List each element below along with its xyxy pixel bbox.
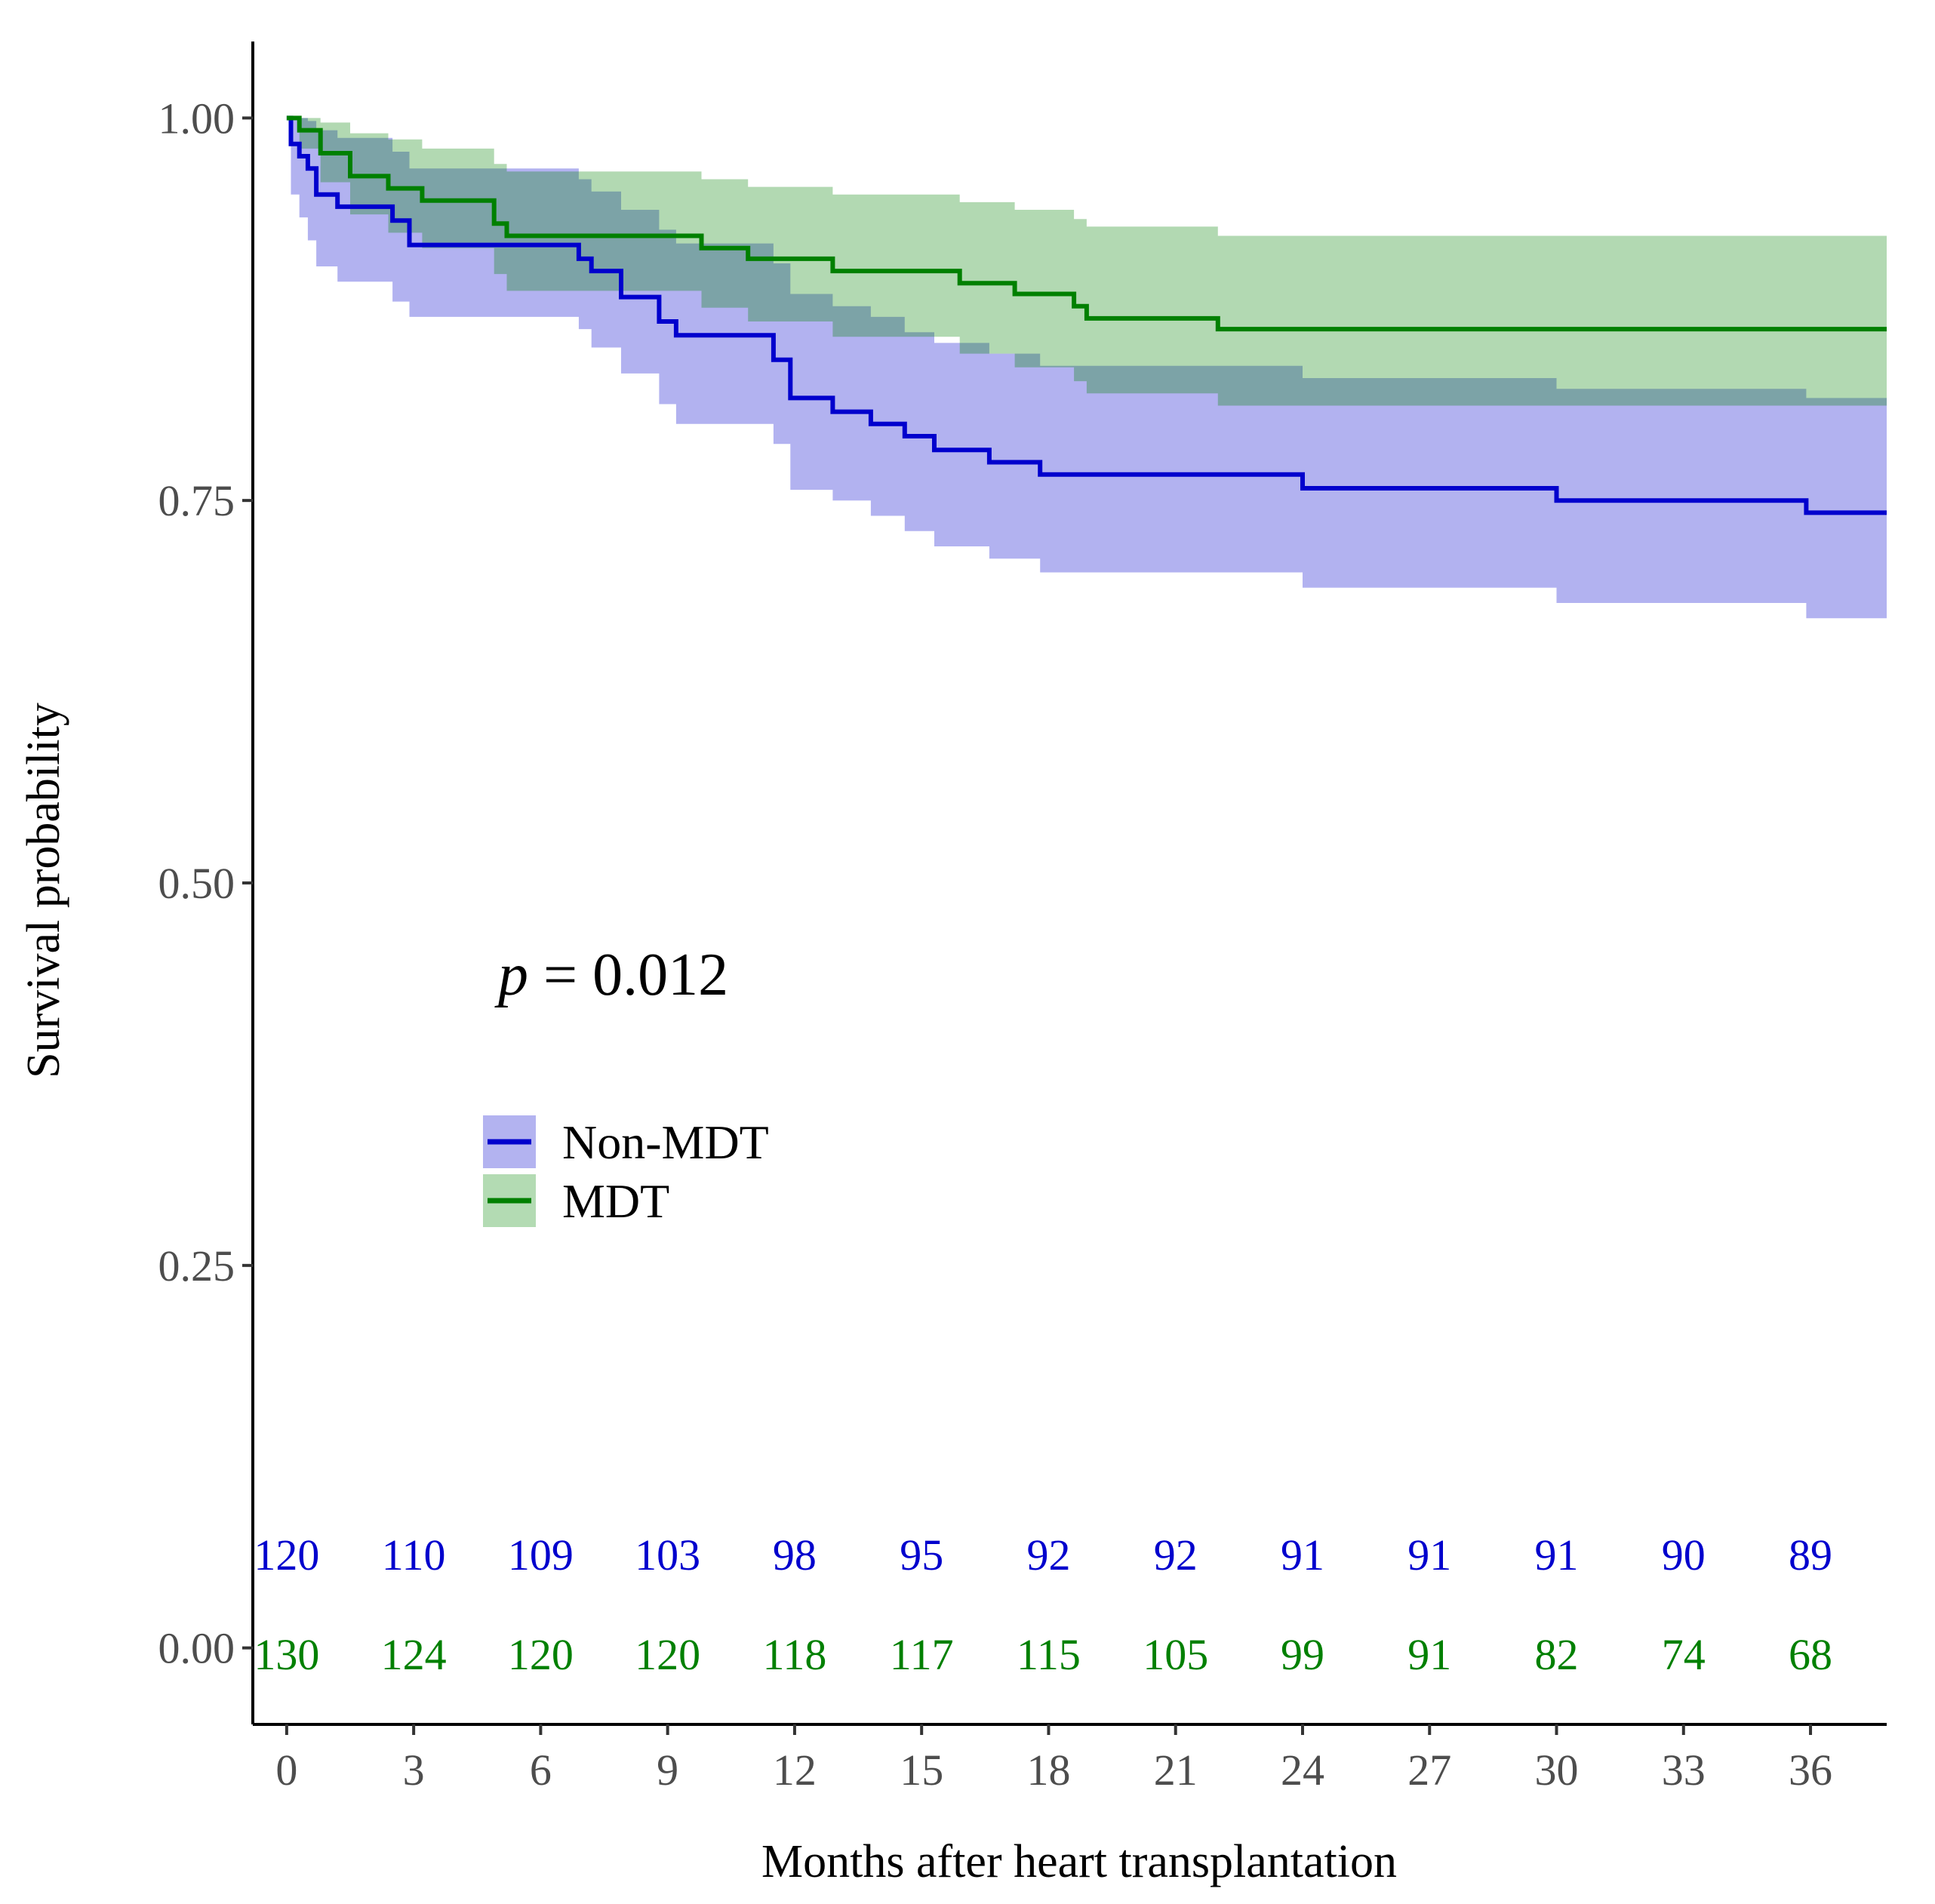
x-tick-label: 12 bbox=[773, 1746, 817, 1795]
risk-count-non-mdt: 110 bbox=[382, 1530, 446, 1579]
risk-table: 120 110 109 103 98 95 92 92 91 91 91 90 89 130 124 120 1… bbox=[254, 1530, 1832, 1679]
risk-count-mdt: 105 bbox=[1143, 1630, 1208, 1679]
survival-line-non-mdt bbox=[286, 115, 1887, 515]
risk-count-non-mdt: 90 bbox=[1662, 1530, 1706, 1579]
risk-count-mdt: 91 bbox=[1407, 1630, 1451, 1679]
legend: Non-MDT MDT bbox=[483, 1115, 769, 1228]
x-tick-label: 0 bbox=[275, 1746, 297, 1795]
risk-count-mdt: 117 bbox=[890, 1630, 954, 1679]
risk-count-non-mdt: 98 bbox=[773, 1530, 817, 1579]
survival-line-mdt bbox=[286, 115, 1887, 332]
x-tick-label: 24 bbox=[1281, 1746, 1324, 1795]
risk-count-mdt: 115 bbox=[1017, 1630, 1081, 1679]
risk-count-mdt: 130 bbox=[254, 1630, 319, 1679]
legend-label-mdt: MDT bbox=[562, 1174, 669, 1228]
x-tick-label: 6 bbox=[530, 1746, 552, 1795]
x-tick-label: 21 bbox=[1154, 1746, 1198, 1795]
p-value-annotation: p = 0.012 bbox=[494, 942, 728, 1008]
y-tick-label: 0.25 bbox=[158, 1241, 235, 1290]
y-tick-label: 0.00 bbox=[158, 1624, 235, 1673]
risk-count-non-mdt: 92 bbox=[1154, 1530, 1198, 1579]
risk-count-non-mdt: 91 bbox=[1407, 1530, 1451, 1579]
x-tick-label: 15 bbox=[900, 1746, 943, 1795]
p-value-text: = 0.012 bbox=[528, 942, 728, 1008]
x-tick-label: 33 bbox=[1662, 1746, 1706, 1795]
risk-count-non-mdt: 120 bbox=[254, 1530, 319, 1579]
risk-count-non-mdt: 91 bbox=[1281, 1530, 1324, 1579]
risk-count-mdt: 120 bbox=[508, 1630, 574, 1679]
legend-label-non-mdt: Non-MDT bbox=[562, 1115, 769, 1169]
risk-count-non-mdt: 109 bbox=[508, 1530, 574, 1579]
y-axis-title: Survival probability bbox=[18, 703, 69, 1078]
risk-count-non-mdt: 89 bbox=[1789, 1530, 1832, 1579]
y-tick-label: 0.75 bbox=[158, 476, 235, 525]
risk-count-mdt: 118 bbox=[762, 1630, 826, 1679]
x-tick-label: 3 bbox=[403, 1746, 425, 1795]
x-tick-label: 27 bbox=[1407, 1746, 1451, 1795]
ci-band-mdt bbox=[286, 118, 1887, 406]
x-axis-title: Months after heart transplantation bbox=[761, 1836, 1397, 1887]
risk-count-mdt: 120 bbox=[635, 1630, 700, 1679]
risk-count-non-mdt: 95 bbox=[900, 1530, 943, 1579]
x-tick-label: 36 bbox=[1789, 1746, 1832, 1795]
risk-count-mdt: 82 bbox=[1535, 1630, 1579, 1679]
risk-count-mdt: 68 bbox=[1789, 1630, 1832, 1679]
x-tick-label: 30 bbox=[1535, 1746, 1579, 1795]
risk-count-mdt: 124 bbox=[381, 1630, 447, 1679]
y-tick-label: 1.00 bbox=[158, 94, 235, 143]
risk-count-non-mdt: 103 bbox=[635, 1530, 700, 1579]
risk-count-non-mdt: 91 bbox=[1535, 1530, 1579, 1579]
survival-curves bbox=[286, 115, 1887, 515]
y-tick-label: 0.50 bbox=[158, 859, 235, 908]
x-tick-label: 9 bbox=[657, 1746, 678, 1795]
risk-count-mdt: 99 bbox=[1281, 1630, 1324, 1679]
x-axis-ticks: 0 3 6 9 12 15 18 21 24 27 30 33 36 bbox=[275, 1724, 1832, 1795]
axes: 0.000.250.500.751.00 0 3 6 9 12 15 18 21 24 27 30 3… bbox=[158, 42, 1887, 1795]
risk-count-mdt: 74 bbox=[1662, 1630, 1706, 1679]
confidence-bands bbox=[286, 118, 1887, 619]
y-axis-ticks: 0.00 0.25 0.50 0.75 1.00 bbox=[158, 94, 253, 1673]
risk-count-non-mdt: 92 bbox=[1026, 1530, 1070, 1579]
x-tick-label: 18 bbox=[1026, 1746, 1070, 1795]
p-value-symbol: p bbox=[494, 942, 528, 1008]
ci-band-non-mdt bbox=[286, 118, 1887, 619]
